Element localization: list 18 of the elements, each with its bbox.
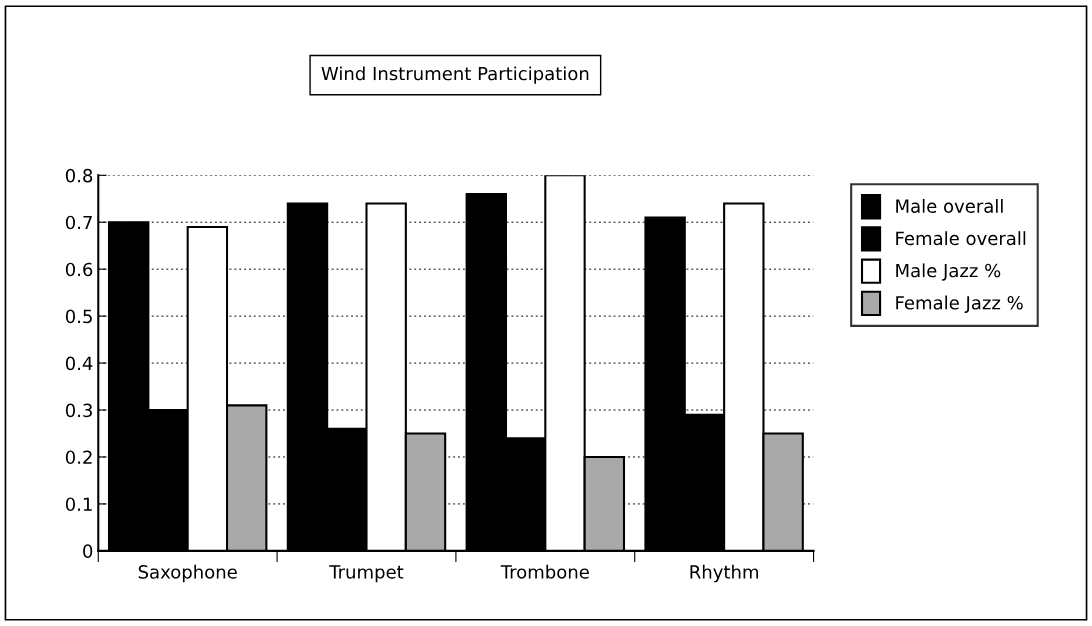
y-tick-label: 0.2 <box>65 450 92 465</box>
y-tick-label: 0.1 <box>65 497 92 512</box>
y-tick-label: 0.7 <box>65 215 92 230</box>
y-tick-label: 0.5 <box>65 309 92 324</box>
x-tick-label: Saxophone <box>138 564 237 583</box>
y-tick-label: 0.3 <box>65 403 92 418</box>
y-tick-label: 0.4 <box>65 356 93 371</box>
legend-label: Female Jazz % <box>896 295 1023 313</box>
y-tick-label: 0.8 <box>65 168 93 183</box>
x-tick-label: Trombone <box>500 564 589 579</box>
x-tick-label: Trumpet <box>329 565 404 583</box>
x-tick-label: Rhythm <box>690 564 758 583</box>
chart-title: Wind Instrument Participation <box>321 66 589 84</box>
y-tick-label: 0 <box>83 544 93 558</box>
y-tick-label: 0.6 <box>65 262 93 277</box>
legend-label: Female overall <box>896 231 1026 246</box>
legend-label: Male Jazz % <box>896 263 1001 281</box>
legend-label: Male overall <box>896 198 1003 213</box>
